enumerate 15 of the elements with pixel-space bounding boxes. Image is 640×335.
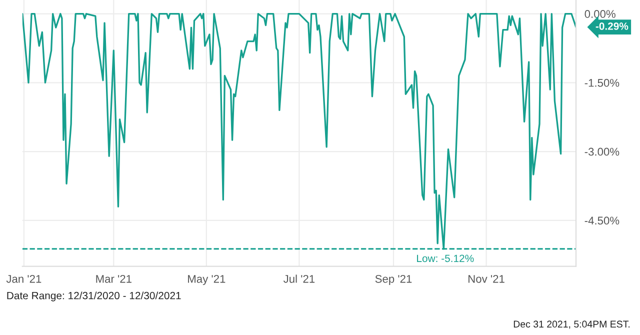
y-tick-label: 0.00% xyxy=(584,10,616,18)
y-tick-label: -1.50% xyxy=(584,78,620,87)
x-tick-label: Sep '21 xyxy=(375,274,412,286)
x-tick-label: Jul '21 xyxy=(283,274,315,283)
y-tick-label: -3.00% xyxy=(584,148,620,156)
text: Dec 31 2021, 5:04PM EST. xyxy=(514,320,630,329)
ref-line-label: Low: -5.12% xyxy=(417,254,474,262)
x-tick-label: May '21 xyxy=(188,274,226,286)
y-tick-label: -4.50% xyxy=(584,216,620,225)
text: Date Range: 12/31/2020 - 12/30/2021 xyxy=(7,292,181,302)
x-tick-label: Nov '21 xyxy=(468,274,504,283)
line-series xyxy=(22,12,576,250)
x-tick-label: Jan '21 xyxy=(6,274,42,283)
x-tick-label: Mar '21 xyxy=(96,274,132,283)
annotation: -0.29% xyxy=(596,22,628,30)
